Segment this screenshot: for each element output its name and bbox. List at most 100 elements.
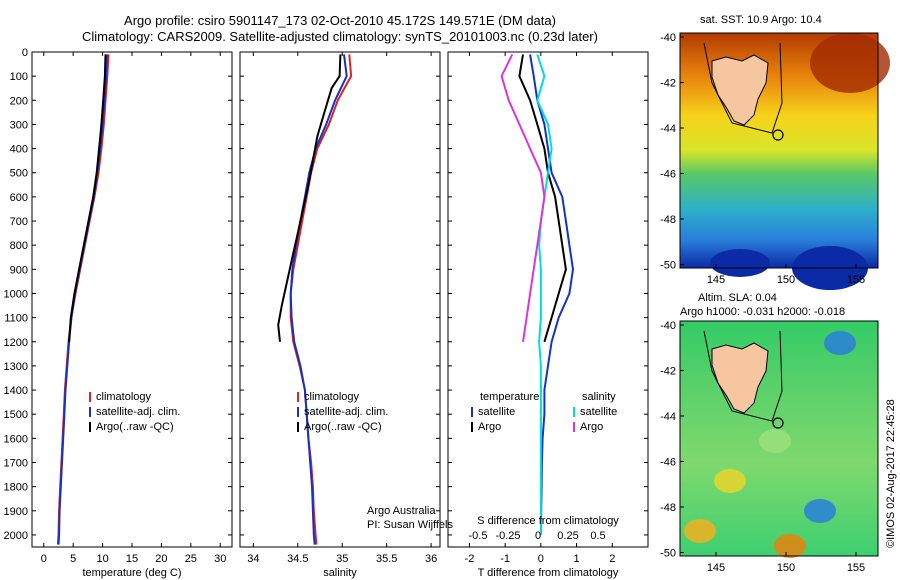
shelf-contour [703,42,783,134]
panel-temperature: 0100200300400500600700800900100011001200… [4,47,233,579]
x-tick-label: 35 [336,553,348,565]
lon-tick-label: 150 [777,274,795,286]
x-tick-label: -2 [465,553,475,565]
lat-tick-label: -42 [660,366,676,378]
figure-title-line1: Argo profile: csiro 5901147_173 02-Oct-2… [124,13,556,28]
lat-tick-label: -50 [660,548,676,560]
sst-map: -40 -42 -44 -46 -48 -50 145 150 155 [660,32,890,290]
lat-tick-label: -50 [660,260,676,272]
depth-tick-label: 200 [10,95,28,107]
depth-tick-label: 1400 [4,385,28,397]
series-line-s-argo [500,53,546,342]
sla-patch [774,534,806,558]
lon-tick-label: 155 [847,562,865,574]
legend-label: Argo [478,421,501,433]
s-tick-label: 0 [535,530,541,542]
x-tick-label: 30 [214,553,226,565]
sla-map-title2: Argo h1000: -0.031 h2000: -0.018 [680,306,846,318]
depth-tick-label: 2000 [4,530,28,542]
lon-tick-label: 145 [707,562,725,574]
figure-title-line2: Climatology: CARS2009. Satellite-adjuste… [82,29,598,44]
s-tick-label: 0.5 [590,530,605,542]
series-line-s-satellite [536,54,553,535]
sla-patch [804,499,836,523]
x-tick-label: 10 [96,553,108,565]
s-tick-label: -0.25 [495,530,520,542]
x-tick-label: 35.5 [376,553,397,565]
depth-tick-label: 1000 [4,288,28,300]
x-tick-label: 5 [70,553,76,565]
sla-map-title1: Altim. SLA: 0.04 [698,292,777,304]
legend-label: salinity [582,391,616,403]
depth-tick-label: 1700 [4,457,28,469]
float-position-marker [772,129,784,141]
legend-label: temperature [480,391,539,403]
depth-tick-label: 1900 [4,506,28,518]
cold-patch [710,249,770,277]
copyright-text: ©IMOS 02-Aug-2017 22:45:28 [885,399,897,548]
x-axis-label: T difference from climatology [478,567,619,579]
depth-tick-label: 0 [22,47,28,59]
depth-tick-label: 500 [10,168,28,180]
depth-tick-label: 800 [10,240,28,252]
panel-difference: -2 -1 0 1 2 T difference from climatology temp… [447,51,649,579]
warm-patch [810,33,890,93]
x-tick-label: 36 [425,553,437,565]
sla-map: -40 -42 -44 -46 -48 -50 145 150 155 [660,320,879,574]
legend-label: satellite-adj. clim. [96,406,180,418]
x-tick-label: 25 [185,553,197,565]
depth-tick-label: 1500 [4,409,28,421]
lat-tick-label: -40 [660,320,676,332]
depth-tick-label: 400 [10,144,28,156]
sst-map-title: sat. SST: 10.9 Argo: 10.4 [700,14,822,26]
legend-label: climatology [304,391,360,403]
lat-tick-label: -46 [660,169,676,181]
series-line-climatology [289,54,353,545]
legend-label: satellite [478,406,515,418]
x-tick-label: 1 [574,553,580,565]
s-tick-label: -0.5 [469,530,488,542]
annotation-line2: PI: Susan Wijffels [367,519,453,531]
x-tick-label: 0 [538,553,544,565]
x-tick-label: -1 [500,553,510,565]
x-tick-label: 15 [126,553,138,565]
legend-label: satellite-adj. clim. [304,406,388,418]
depth-tick-label: 100 [10,71,28,83]
shelf-contour [703,330,783,422]
x-axis-label: salinity [323,567,357,579]
lat-tick-label: -44 [660,123,676,135]
s-tick-label: 0.25 [557,530,578,542]
panel-frame [239,51,441,548]
depth-tick-label: 600 [10,192,28,204]
x-tick-label: 2 [609,553,615,565]
lat-tick-label: -48 [660,502,676,514]
series-line-t-argo [518,54,567,343]
x-axis-label-top: S difference from climatology [477,515,619,527]
x-tick-label: 34.5 [287,553,308,565]
map-frame [679,32,879,269]
series-line-argo-raw-qc- [68,54,107,342]
sla-patch [714,469,746,493]
lon-tick-label: 145 [707,274,725,286]
sla-patch [759,429,791,453]
depth-tick-label: 300 [10,119,28,131]
depth-tick-label: 1600 [4,433,28,445]
depth-tick-label: 900 [10,264,28,276]
depth-tick-label: 700 [10,216,28,228]
x-axis-label: temperature (deg C) [82,567,181,579]
series-line-satellite-adj-clim- [289,54,348,545]
panel-salinity: 34 34.5 35 35.5 36 salinity climatology satelli… [239,51,441,579]
lon-tick-label: 155 [847,274,865,286]
legend-label: satellite [580,406,617,418]
lat-tick-label: -42 [660,78,676,90]
legend-label: Argo [580,421,603,433]
depth-tick-label: 1300 [4,361,28,373]
lon-tick-label: 150 [777,562,795,574]
sla-patch [824,331,856,355]
series-line-satellite-adj-clim- [57,54,108,545]
sla-patch [684,519,716,543]
series-line-t-satellite [529,54,575,535]
panel-frame [447,51,649,548]
legend-label: climatology [96,391,152,403]
